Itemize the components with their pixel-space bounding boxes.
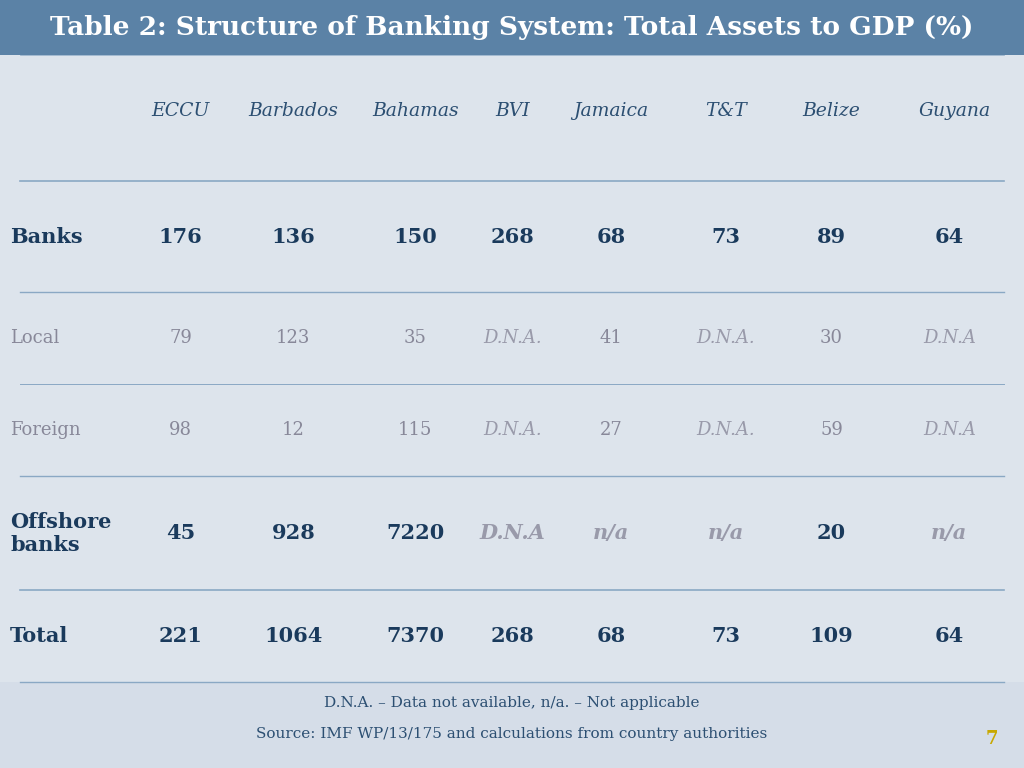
Bar xyxy=(0,0,1024,55)
Text: Total: Total xyxy=(10,626,69,646)
Text: ECCU: ECCU xyxy=(152,101,210,120)
Text: 7: 7 xyxy=(986,730,998,748)
Text: 7370: 7370 xyxy=(386,626,444,646)
Text: T&T: T&T xyxy=(705,101,746,120)
Text: 136: 136 xyxy=(271,227,315,247)
Text: D.N.A.: D.N.A. xyxy=(696,329,755,347)
Text: Guyana: Guyana xyxy=(919,101,990,120)
Text: n/a: n/a xyxy=(931,523,968,543)
Text: 79: 79 xyxy=(169,329,193,347)
Text: 45: 45 xyxy=(166,523,196,543)
Text: 115: 115 xyxy=(398,422,432,439)
Text: 59: 59 xyxy=(820,422,843,439)
Text: 20: 20 xyxy=(817,523,846,543)
Text: 35: 35 xyxy=(403,329,427,347)
Text: 268: 268 xyxy=(490,626,535,646)
Text: n/a: n/a xyxy=(593,523,629,543)
Text: Belize: Belize xyxy=(803,101,860,120)
Text: 73: 73 xyxy=(711,227,740,247)
Text: 928: 928 xyxy=(271,523,315,543)
Text: Offshore
banks: Offshore banks xyxy=(10,511,112,554)
Text: D.N.A.: D.N.A. xyxy=(483,329,542,347)
Text: BVI: BVI xyxy=(496,101,529,120)
Text: Banks: Banks xyxy=(10,227,83,247)
Text: 41: 41 xyxy=(599,329,623,347)
Text: D.N.A.: D.N.A. xyxy=(696,422,755,439)
Text: 268: 268 xyxy=(490,227,535,247)
Text: D.N.A: D.N.A xyxy=(479,523,546,543)
Bar xyxy=(0,55,1024,682)
Text: Source: IMF WP/13/175 and calculations from country authorities: Source: IMF WP/13/175 and calculations f… xyxy=(256,727,768,741)
Text: Local: Local xyxy=(10,329,59,347)
Text: Barbados: Barbados xyxy=(249,101,338,120)
Text: Bahamas: Bahamas xyxy=(372,101,459,120)
Text: D.N.A.: D.N.A. xyxy=(483,422,542,439)
Text: n/a: n/a xyxy=(708,523,743,543)
Text: 73: 73 xyxy=(711,626,740,646)
Text: 123: 123 xyxy=(276,329,310,347)
Text: 176: 176 xyxy=(159,227,203,247)
Text: D.N.A: D.N.A xyxy=(923,422,976,439)
Text: 221: 221 xyxy=(159,626,203,646)
Text: 98: 98 xyxy=(169,422,193,439)
Text: 1064: 1064 xyxy=(264,626,323,646)
Text: 89: 89 xyxy=(817,227,846,247)
Text: 7220: 7220 xyxy=(386,523,444,543)
Text: 27: 27 xyxy=(599,422,623,439)
Text: D.N.A: D.N.A xyxy=(923,329,976,347)
Text: 68: 68 xyxy=(596,227,626,247)
Bar xyxy=(0,682,1024,768)
Text: 109: 109 xyxy=(810,626,853,646)
Text: 64: 64 xyxy=(935,227,964,247)
Text: D.N.A. – Data not available, n/a. – Not applicable: D.N.A. – Data not available, n/a. – Not … xyxy=(325,697,699,710)
Text: Table 2: Structure of Banking System: Total Assets to GDP (%): Table 2: Structure of Banking System: To… xyxy=(50,15,974,40)
Text: Foreign: Foreign xyxy=(10,422,81,439)
Text: 12: 12 xyxy=(282,422,305,439)
Text: 64: 64 xyxy=(935,626,964,646)
Text: Jamaica: Jamaica xyxy=(573,101,648,120)
Text: 30: 30 xyxy=(820,329,843,347)
Text: 68: 68 xyxy=(596,626,626,646)
Text: 150: 150 xyxy=(393,227,437,247)
